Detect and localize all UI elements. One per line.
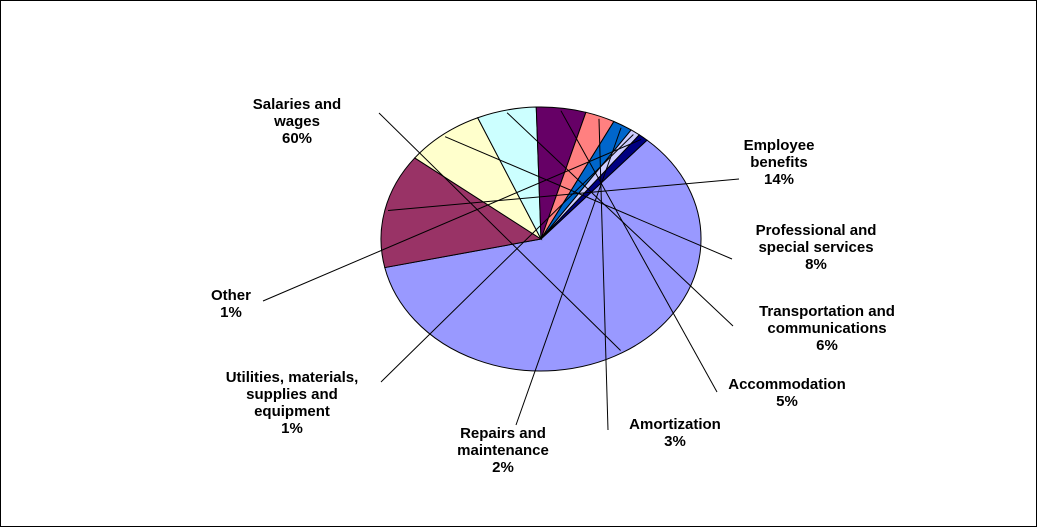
pie-slice [540,134,648,240]
slice-label-line: communications [767,320,886,337]
slice-label-line: Other [211,287,251,304]
slice-label: Other 1% [211,287,251,321]
slice-percent: 5% [776,393,798,410]
leader-line [387,178,740,212]
slice-label: Salaries and wages 60% [253,96,341,147]
leader-lines [262,110,740,431]
slice-label-line: Salaries and [253,96,341,113]
slice-label: Transportation and communications 6% [759,303,895,354]
slice-percent: 60% [282,130,312,147]
slice-label-line: Repairs and [460,425,546,442]
leader-line [380,134,634,383]
leader-line [378,112,621,351]
slice-label-line: Professional and [756,222,877,239]
slice-label: Accommodation 5% [728,376,846,410]
slice-label-line: wages [273,113,320,130]
slice-percent: 2% [492,459,514,476]
slice-labels: Salaries and wages 60% Employee benefits 14% P… [211,96,895,476]
slice-label-line: equipment [254,403,330,420]
slice-percent: 1% [281,420,303,437]
leader-line [515,127,622,426]
leader-line [506,112,734,327]
leader-line [560,110,718,393]
leader-line [598,118,609,431]
slice-label-line: Amortization [629,416,721,433]
leader-line [444,136,733,260]
slice-percent: 1% [220,304,242,321]
slice-label-line: benefits [750,154,808,171]
slice-label-line: Transportation and [759,303,895,320]
slice-percent: 8% [805,256,827,273]
pie-slice [384,139,702,372]
slice-label-line: Utilities, materials, [226,369,359,386]
slice-label: Professional and special services 8% [756,222,877,273]
slice-label-line: Accommodation [728,376,846,393]
slice-label-line: special services [758,239,873,256]
slice-label-line: supplies and [246,386,338,403]
slice-label: Employee benefits 14% [744,137,815,188]
slice-percent: 3% [664,433,686,450]
leader-line [262,139,642,302]
slice-percent: 14% [764,171,794,188]
slice-percent: 6% [816,337,838,354]
slice-label: Utilities, materials, supplies and equipme… [226,369,359,437]
slice-label: Repairs and maintenance 2% [457,425,549,476]
pie-slices [380,106,702,372]
slice-label-line: Employee [744,137,815,154]
slice-label: Amortization 3% [629,416,721,450]
pie-slice [380,157,543,269]
slice-label-line: maintenance [457,442,549,459]
